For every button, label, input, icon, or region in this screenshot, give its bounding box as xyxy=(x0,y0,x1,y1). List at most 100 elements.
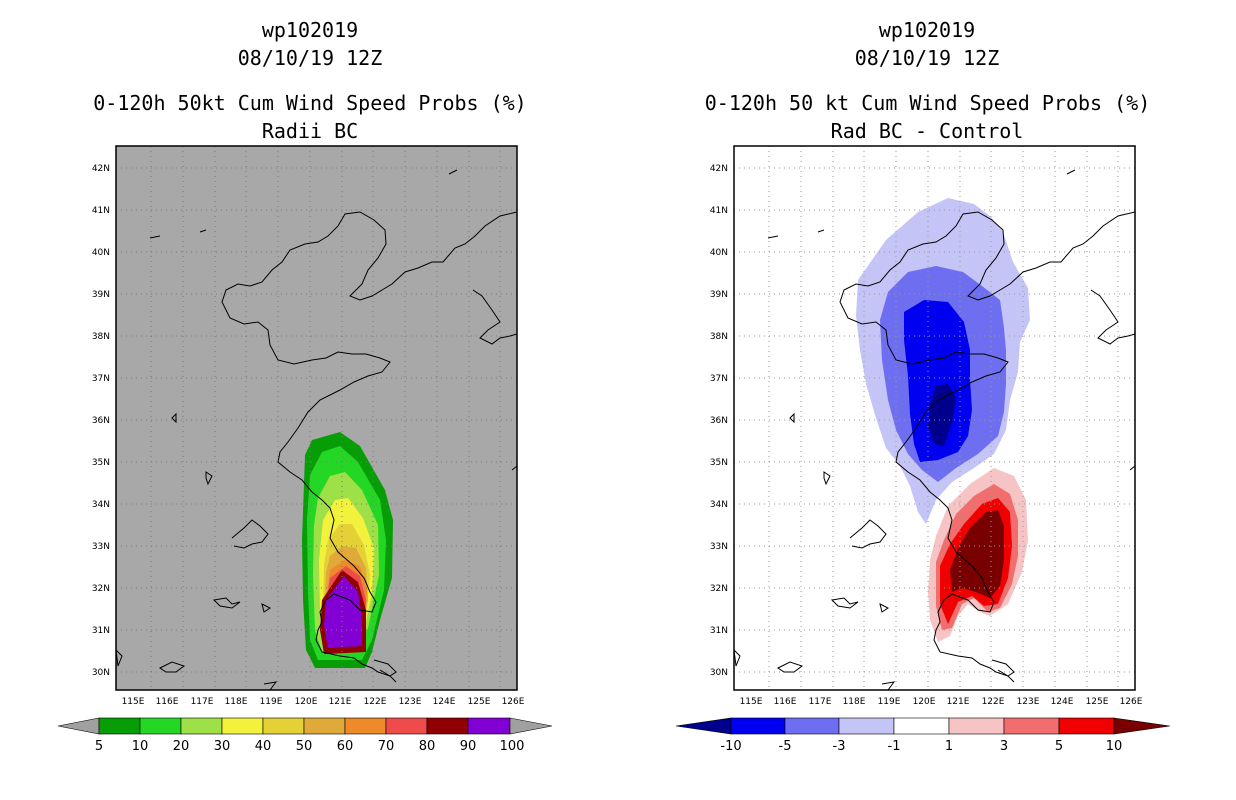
lon-label: 120E xyxy=(913,697,936,707)
right-grid xyxy=(734,146,1135,690)
colorbar-label: 100 xyxy=(500,739,525,754)
lat-label: 36N xyxy=(92,416,110,426)
left-lat-axis: 42N 41N 40N 39N 38N 37N 36N 35N 34N 33N … xyxy=(92,164,110,678)
colorbar-over-arrow xyxy=(509,717,553,735)
colorbar-over-arrow xyxy=(1113,717,1171,735)
left-subtitle: Radii BC xyxy=(261,119,359,143)
lon-label: 125E xyxy=(468,697,491,707)
lon-label: 121E xyxy=(947,697,970,707)
right-lat-axis: 42N 41N 40N 39N 38N 37N 36N 35N 34N 33N … xyxy=(710,164,728,678)
left-grid xyxy=(116,146,517,690)
right-lon-axis: 115E 116E 117E 118E 119E 120E 121E 122E … xyxy=(740,697,1143,707)
colorbar-label: 70 xyxy=(378,739,395,754)
right-colorbar-labels: -10 -5 -3 -1 1 3 5 10 xyxy=(720,739,1122,754)
lon-label: 119E xyxy=(878,697,901,707)
lon-label: 116E xyxy=(774,697,797,707)
lat-label: 32N xyxy=(92,584,110,594)
colorbar-label: 10 xyxy=(1106,739,1123,754)
lat-label: 30N xyxy=(710,668,728,678)
colorbar-label: 10 xyxy=(132,739,149,754)
left-map-frame xyxy=(115,145,518,691)
lon-label: 125E xyxy=(1086,697,1109,707)
contour-neg10 xyxy=(928,384,956,446)
right-map-frame xyxy=(733,145,1136,691)
colorbar-swatch xyxy=(262,717,305,735)
lat-label: 37N xyxy=(710,374,728,384)
lat-label: 40N xyxy=(92,248,110,258)
right-coastline xyxy=(734,169,1135,690)
right-difference-contours xyxy=(856,198,1030,642)
colorbar-swatch xyxy=(303,717,346,735)
left-probability-contours xyxy=(302,432,393,668)
colorbar-label: 60 xyxy=(337,739,354,754)
colorbar-label: 1 xyxy=(945,739,953,754)
colorbar-swatch xyxy=(98,717,141,735)
lat-label: 33N xyxy=(92,542,110,552)
colorbar-label: 50 xyxy=(296,739,313,754)
colorbar-swatch xyxy=(838,717,895,735)
lon-label: 118E xyxy=(843,697,866,707)
lat-label: 35N xyxy=(710,458,728,468)
colorbar-under-arrow xyxy=(57,717,100,735)
lat-label: 36N xyxy=(710,416,728,426)
left-datetime: 08/10/19 12Z xyxy=(237,46,383,70)
lat-label: 39N xyxy=(710,290,728,300)
lat-label: 30N xyxy=(92,668,110,678)
left-title: 0-120h 50kt Cum Wind Speed Probs (%) xyxy=(93,91,527,115)
lat-label: 40N xyxy=(710,248,728,258)
lat-label: 31N xyxy=(92,626,110,636)
right-datetime: 08/10/19 12Z xyxy=(854,46,1000,70)
lon-label: 120E xyxy=(295,697,318,707)
lat-label: 42N xyxy=(92,164,110,174)
colorbar-label: 90 xyxy=(460,739,477,754)
lat-label: 31N xyxy=(710,626,728,636)
lat-label: 34N xyxy=(92,500,110,510)
lat-label: 34N xyxy=(710,500,728,510)
colorbar-swatch xyxy=(344,717,387,735)
left-storm-id: wp102019 xyxy=(261,18,359,42)
left-coastline xyxy=(116,169,517,690)
lon-label: 126E xyxy=(1120,697,1143,707)
lat-label: 38N xyxy=(710,332,728,342)
colorbar-label: -3 xyxy=(833,739,846,754)
colorbar-swatch xyxy=(467,717,511,735)
lon-label: 124E xyxy=(433,697,456,707)
lon-label: 124E xyxy=(1051,697,1074,707)
lon-label: 119E xyxy=(260,697,283,707)
left-colorbar xyxy=(57,717,553,735)
left-lon-axis: 115E 116E 117E 118E 119E 120E 121E 122E … xyxy=(122,697,525,707)
right-subtitle: Rad BC - Control xyxy=(830,119,1024,143)
right-title: 0-120h 50 kt Cum Wind Speed Probs (%) xyxy=(704,91,1151,115)
lat-label: 42N xyxy=(710,164,728,174)
lat-label: 37N xyxy=(92,374,110,384)
colorbar-label: 5 xyxy=(1055,739,1063,754)
colorbar-label: 30 xyxy=(214,739,231,754)
lat-label: 38N xyxy=(92,332,110,342)
lon-label: 117E xyxy=(191,697,214,707)
colorbar-swatch xyxy=(784,717,840,735)
lon-label: 123E xyxy=(399,697,422,707)
colorbar-label: 20 xyxy=(173,739,190,754)
lat-label: 41N xyxy=(710,206,728,216)
colorbar-label: 80 xyxy=(419,739,436,754)
colorbar-swatch xyxy=(180,717,223,735)
colorbar-swatch xyxy=(730,717,786,735)
colorbar-label: 5 xyxy=(95,739,103,754)
lat-label: 33N xyxy=(710,542,728,552)
contour-neg5 xyxy=(904,300,972,462)
colorbar-label: -1 xyxy=(888,739,901,754)
left-colorbar-labels: 5 10 20 30 40 50 60 70 80 90 100 xyxy=(95,739,525,754)
lat-label: 32N xyxy=(710,584,728,594)
left-map: 42N 41N 40N 39N 38N 37N 36N 35N 34N 33N … xyxy=(57,145,553,754)
colorbar-swatch xyxy=(221,717,264,735)
colorbar-swatch xyxy=(893,717,950,735)
lon-label: 121E xyxy=(329,697,352,707)
colorbar-label: 40 xyxy=(255,739,272,754)
lon-label: 117E xyxy=(809,697,832,707)
lon-label: 118E xyxy=(225,697,248,707)
lon-label: 115E xyxy=(740,697,763,707)
lon-label: 122E xyxy=(982,697,1005,707)
lat-label: 35N xyxy=(92,458,110,468)
right-map: 42N 41N 40N 39N 38N 37N 36N 35N 34N 33N … xyxy=(675,145,1171,754)
lat-label: 39N xyxy=(92,290,110,300)
